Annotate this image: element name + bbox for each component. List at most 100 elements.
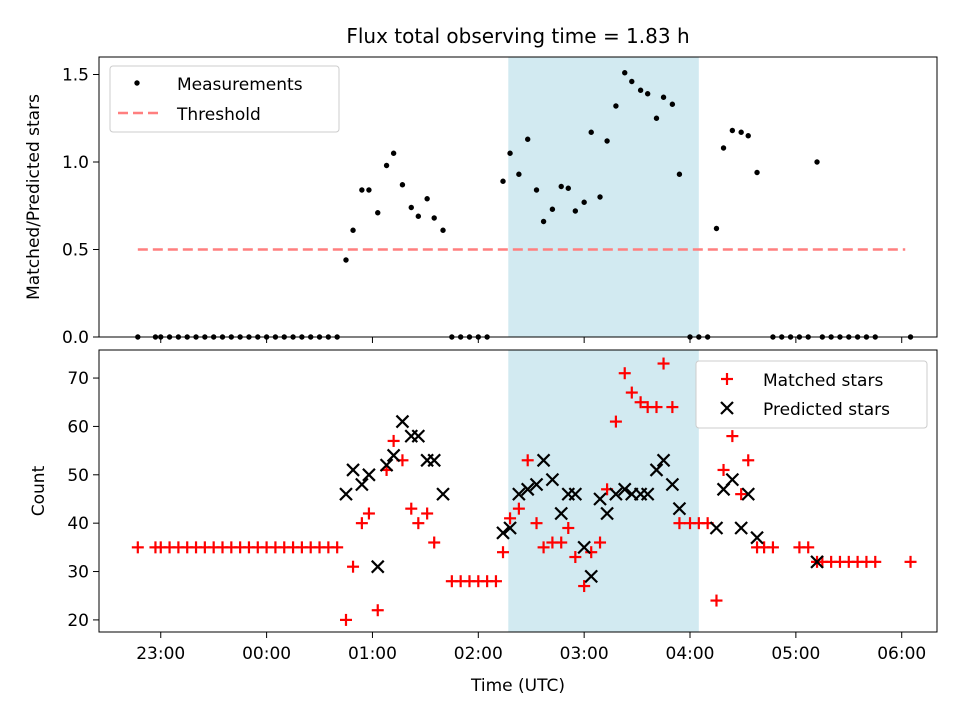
measurement-point xyxy=(572,208,579,214)
count-y-axis: 20 30 40 50 60 70 xyxy=(67,369,99,631)
matched-star-point xyxy=(717,463,730,476)
measurement-point xyxy=(588,129,594,135)
measurement-point xyxy=(720,145,727,151)
predicted-star-point xyxy=(750,530,764,545)
ratio-panel: 0.0 0.5 1.0 1.5 Matched/Predicted stars Mea… xyxy=(24,56,938,348)
ratio-x-ticks xyxy=(160,337,903,343)
observing-span-shade xyxy=(508,57,699,337)
x-tick-label: 01:00 xyxy=(348,644,397,664)
measurement-point xyxy=(343,257,349,263)
measurement-point xyxy=(440,227,446,233)
predicted-star-point xyxy=(593,492,607,506)
matched-star-point xyxy=(339,613,352,626)
legend-threshold-label: Threshold xyxy=(176,105,261,125)
predicted-star-point xyxy=(640,487,655,501)
measurement-point xyxy=(424,196,430,202)
measurement-point xyxy=(669,101,676,107)
matched-star-point xyxy=(371,604,384,617)
matched-star-point xyxy=(512,502,525,515)
measurement-point xyxy=(604,138,610,144)
measurement-point xyxy=(754,169,760,176)
matched-star-point xyxy=(735,488,748,501)
y-tick-label: 1.5 xyxy=(62,66,89,86)
legend-predicted-marker xyxy=(720,401,734,415)
y-tick-label: 0.0 xyxy=(62,328,89,348)
measurement-point xyxy=(525,136,531,142)
y-tick-label: 40 xyxy=(67,514,89,534)
predicted-star-point xyxy=(370,559,385,574)
ratio-y-axis: 0.0 0.5 1.0 1.5 xyxy=(62,66,99,348)
matched-star-point xyxy=(537,541,550,554)
ratio-panel-frame xyxy=(98,56,938,338)
matched-star-point xyxy=(569,551,582,564)
matched-star-point xyxy=(766,541,779,554)
predicted-star-point xyxy=(503,521,517,535)
measurement-point xyxy=(540,218,547,225)
legend-matched-label: Matched stars xyxy=(763,371,883,391)
x-tick-label: 06:00 xyxy=(877,644,926,664)
predicted-star-point xyxy=(362,468,376,482)
predicted-star-point xyxy=(536,453,551,468)
measurement-point xyxy=(399,182,406,188)
predicted-star-point xyxy=(346,463,360,477)
matched-star-point xyxy=(405,502,418,515)
measurement-point xyxy=(549,206,556,212)
matched-star-point xyxy=(625,386,638,399)
matched-star-point xyxy=(618,367,631,380)
matched-star-point xyxy=(131,541,144,554)
matched-star-point xyxy=(657,357,670,370)
matched-star-point xyxy=(489,575,502,588)
measurement-point xyxy=(629,78,635,85)
matched-star-point xyxy=(609,415,622,428)
matched-star-point xyxy=(904,555,917,568)
chart-title: Flux total observing time = 1.83 h xyxy=(346,24,689,48)
measurement-point xyxy=(516,171,522,177)
matched-star-point xyxy=(578,580,591,593)
measurement-point xyxy=(565,185,571,191)
x-tick-label: 03:00 xyxy=(560,644,609,664)
measurement-point xyxy=(383,162,390,169)
y-tick-label: 60 xyxy=(67,417,89,437)
measurement-point xyxy=(408,204,414,211)
matched-star-point xyxy=(802,541,815,554)
time-x-axis: 23:00 00:00 01:00 02:00 03:00 04:00 05:00 06:00 xyxy=(136,632,926,664)
predicted-star-point xyxy=(339,487,353,501)
matched-star-point xyxy=(594,536,607,549)
measurement-point xyxy=(390,150,397,156)
matched-star-point xyxy=(521,454,534,467)
predicted-star-point xyxy=(649,463,664,477)
matched-star-point xyxy=(421,507,434,520)
matched-star-point xyxy=(673,517,686,530)
measurement-point xyxy=(597,194,603,200)
ratio-y-axis-label: Matched/Predicted stars xyxy=(24,94,44,300)
matched-star-point xyxy=(585,546,598,559)
x-tick-label: 04:00 xyxy=(666,644,715,664)
measurement-point xyxy=(558,183,564,190)
matched-star-point xyxy=(634,396,647,409)
predicted-star-point xyxy=(512,487,526,501)
predicted-star-point xyxy=(600,506,614,521)
measurement-point xyxy=(676,171,683,177)
x-tick-label: 23:00 xyxy=(136,644,185,664)
measurement-point xyxy=(507,150,513,156)
predicted-star-point xyxy=(554,506,569,521)
measurement-point xyxy=(653,115,660,121)
measurement-point xyxy=(415,213,422,219)
matched-star-point xyxy=(869,555,882,568)
measurement-point xyxy=(431,215,437,221)
matched-star-point xyxy=(331,541,344,554)
matched-star-point xyxy=(530,517,543,530)
legend-measurements-label: Measurements xyxy=(177,75,303,95)
matched-star-point xyxy=(504,512,517,525)
measurement-point xyxy=(375,210,381,216)
matched-star-point xyxy=(710,594,723,607)
count-y-axis-label: Count xyxy=(29,465,49,516)
y-tick-label: 0.5 xyxy=(62,241,89,261)
predicted-star-point xyxy=(386,448,401,463)
y-tick-label: 50 xyxy=(67,466,89,486)
y-tick-label: 1.0 xyxy=(62,153,89,173)
measurement-point xyxy=(581,199,587,205)
matched-star-point xyxy=(562,522,575,535)
predicted-star-point xyxy=(584,569,598,584)
